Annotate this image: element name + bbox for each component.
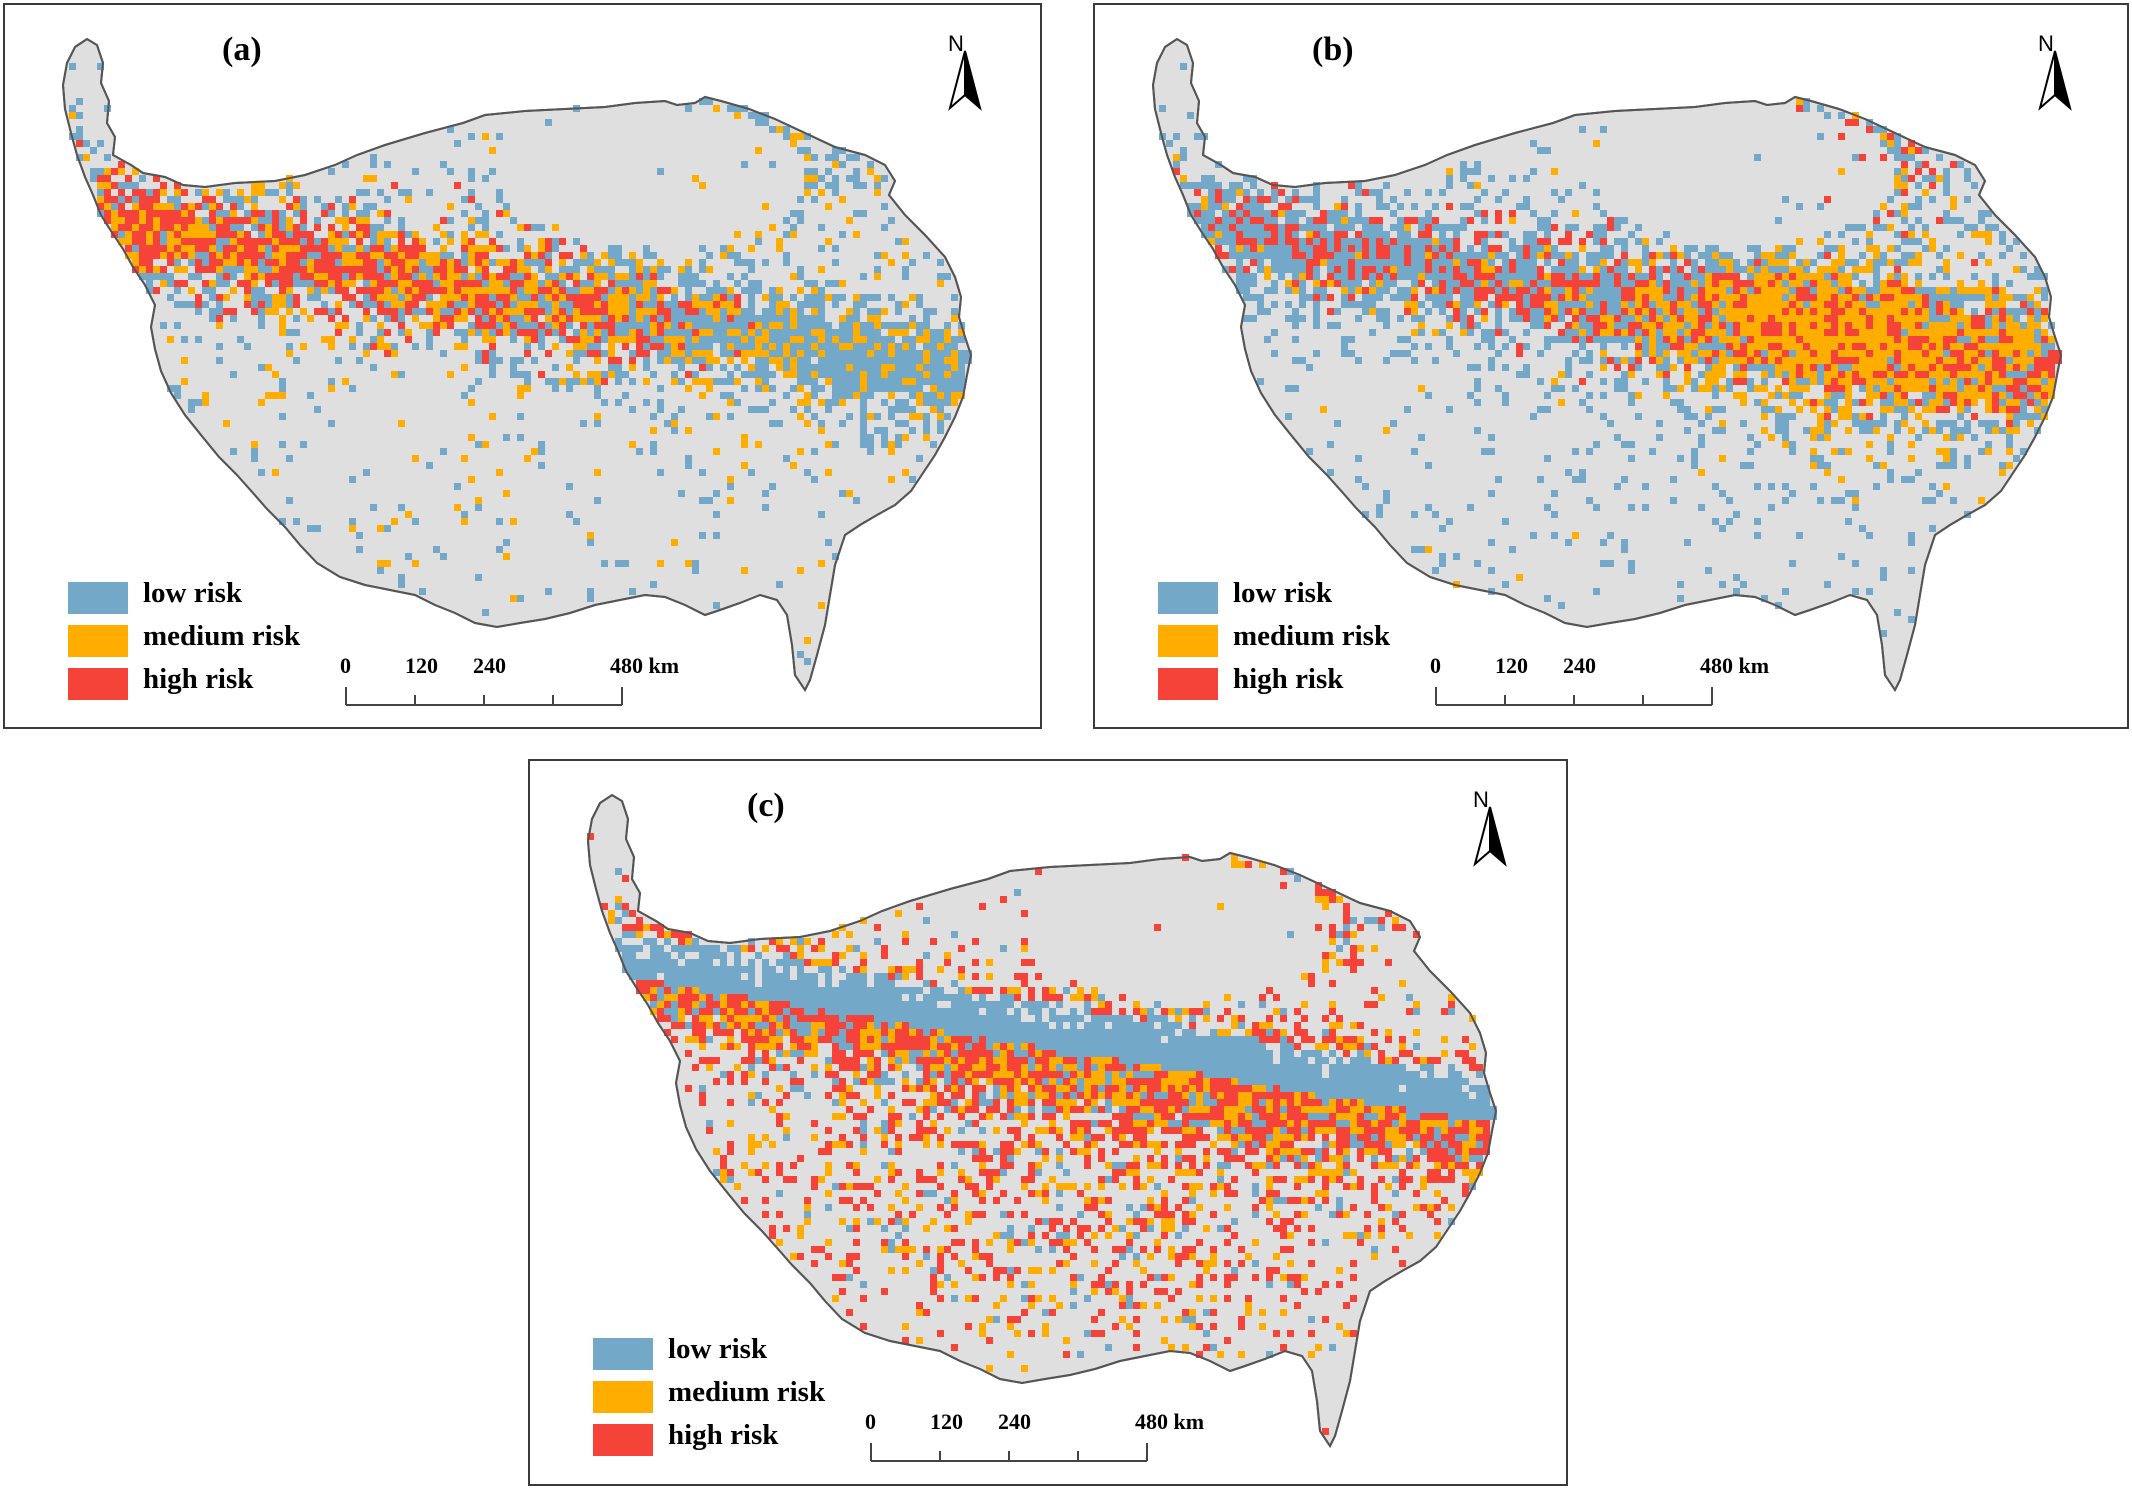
risk-map	[61, 37, 973, 692]
scale-tick-120: 120	[930, 1409, 963, 1434]
legend-swatch-high	[593, 1424, 653, 1456]
scale-tick-480: 480 km	[1700, 653, 1770, 678]
legend-swatch-medium	[1158, 625, 1218, 657]
map-panel-c: (c) N low risk medium risk high risk 0 1…	[528, 759, 1568, 1486]
legend-label-low: low risk	[668, 1333, 768, 1365]
panel-label: (c)	[747, 787, 785, 824]
legend-label-high: high risk	[1233, 663, 1344, 695]
legend-label-medium: medium risk	[143, 620, 301, 652]
legend-swatch-low	[1158, 582, 1218, 614]
legend-label-low: low risk	[143, 577, 243, 609]
risk-pixels	[69, 63, 972, 665]
scale-line	[345, 687, 623, 706]
legend-swatch-low	[68, 582, 128, 614]
legend-label-medium: medium risk	[1233, 620, 1391, 652]
panel-label: (a)	[222, 31, 262, 68]
risk-map	[1151, 37, 2063, 692]
scale-bar: 0 120 240 480 km	[865, 1409, 1204, 1469]
scale-tick-480: 480 km	[1135, 1409, 1205, 1434]
scale-bar: 0 120 240 480 km	[1430, 653, 1769, 713]
scale-tick-0: 0	[1430, 653, 1441, 678]
plateau-border	[61, 37, 973, 692]
plateau-border	[586, 793, 1498, 1448]
risk-pixels	[587, 833, 1497, 1435]
north-arrow-icon	[1473, 806, 1507, 867]
legend-swatch-medium	[593, 1381, 653, 1413]
north-letter: N	[948, 31, 964, 56]
panel-label: (b)	[1312, 31, 1354, 68]
scale-tick-0: 0	[865, 1409, 876, 1434]
legend-swatch-high	[1158, 668, 1218, 700]
legend-label-low: low risk	[1233, 577, 1333, 609]
risk-pixels	[1159, 63, 2062, 637]
risk-map	[586, 793, 1498, 1448]
scale-line	[870, 1443, 1148, 1462]
legend-label-high: high risk	[668, 1419, 779, 1451]
north-letter: N	[2038, 31, 2054, 56]
north-arrow-icon	[2038, 50, 2072, 111]
map-panel-a: (a) N low risk medium risk high risk 0 1…	[3, 3, 1042, 729]
legend-swatch-medium	[68, 625, 128, 657]
scale-tick-120: 120	[405, 653, 438, 678]
scale-tick-0: 0	[340, 653, 351, 678]
scale-tick-480: 480 km	[610, 653, 680, 678]
legend-swatch-high	[68, 668, 128, 700]
scale-tick-240: 240	[473, 653, 506, 678]
north-arrow-icon	[948, 50, 982, 111]
scale-line	[1435, 687, 1713, 706]
legend-label-medium: medium risk	[668, 1376, 826, 1408]
scale-tick-240: 240	[998, 1409, 1031, 1434]
map-panel-b: (b) N low risk medium risk high risk 0 1…	[1093, 3, 2129, 729]
scale-tick-240: 240	[1563, 653, 1596, 678]
legend-swatch-low	[593, 1338, 653, 1370]
scale-bar: 0 120 240 480 km	[340, 653, 679, 713]
plateau-border	[1151, 37, 2063, 692]
legend-label-high: high risk	[143, 663, 254, 695]
scale-tick-120: 120	[1495, 653, 1528, 678]
north-letter: N	[1473, 787, 1489, 812]
